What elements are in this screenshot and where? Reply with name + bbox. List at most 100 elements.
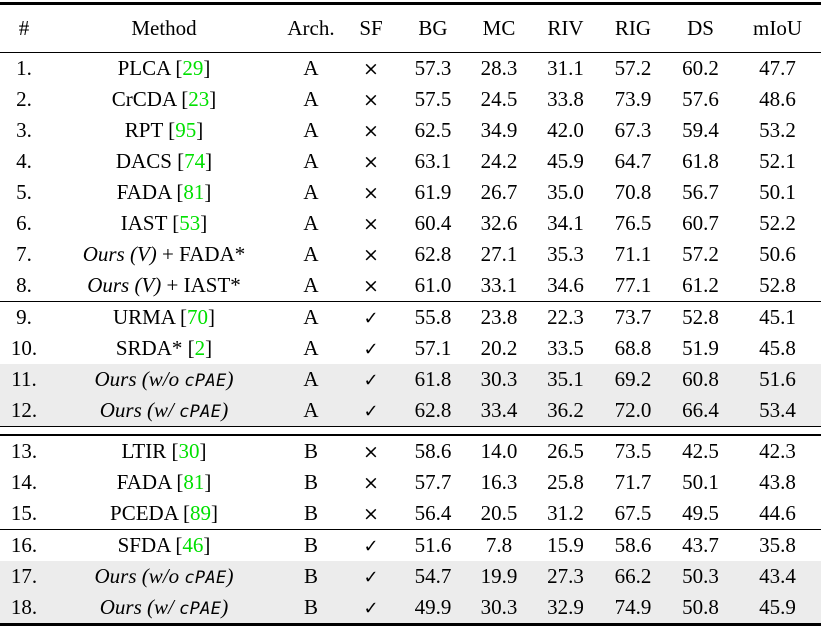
cell-arch: B	[303, 470, 318, 494]
cell-miou: 48.6	[759, 87, 796, 111]
cell-mc: 7.8	[466, 529, 532, 561]
table-body: 1. PLCA [29] A × 57.3 28.3 31.1 57.2 60.2 47.7 2. C…	[0, 53, 821, 625]
cell-row-number: 11.	[11, 367, 37, 391]
cell-ds: 51.9	[682, 336, 719, 360]
citation-link[interactable]: 81	[183, 180, 205, 204]
checkmark-icon: ✓	[363, 567, 379, 588]
citation-link[interactable]: 29	[182, 56, 204, 80]
cell-method: PLCA [29]	[48, 53, 280, 85]
cell-bg: 57.3	[414, 56, 452, 80]
cell-arch: A	[303, 273, 319, 297]
cell-method: FADA [81]	[48, 467, 280, 498]
cell-mc: 14.0	[480, 439, 518, 463]
cell-rig: 69.2	[614, 367, 652, 391]
cell-source-free: ×	[342, 177, 400, 208]
col-header-ds: DS	[667, 3, 734, 53]
cell-method: Ours (V) + FADA*	[48, 239, 280, 270]
cell-rig: 68.8	[614, 336, 652, 360]
col-header-bg: BG	[400, 3, 466, 53]
cell-method: SRDA* [2]	[48, 333, 280, 364]
cell-source-free: ✓	[342, 395, 400, 427]
citation-link[interactable]: 23	[188, 87, 210, 111]
cell-row-number: 13.	[10, 439, 38, 463]
cell-arch: A	[303, 398, 319, 422]
cross-icon: ×	[363, 472, 379, 494]
cell-mc: 24.2	[480, 149, 518, 173]
cell-miou: 44.6	[759, 501, 796, 525]
cell-mc: 24.5	[480, 87, 518, 111]
cell-rig: 77.1	[614, 273, 652, 297]
cell-arch: A	[303, 87, 319, 111]
cell-arch: B	[303, 595, 318, 619]
table-row: 8. Ours (V) + IAST* A × 61.0 33.1 34.6 77.1 61.2…	[0, 270, 821, 302]
col-header-rig: RIG	[599, 3, 667, 53]
cell-method: Ours (w/ cPAE)	[48, 395, 280, 427]
method-text: ]	[196, 118, 204, 142]
citation-link[interactable]: 2	[194, 336, 206, 360]
cell-rig: 73.7	[599, 301, 667, 333]
method-text: ]	[205, 149, 213, 173]
cell-bg: 62.5	[414, 118, 452, 142]
cross-icon: ×	[363, 213, 379, 235]
table-header: # Method Arch. SF BG MC RIV RIG DS mIoU	[0, 3, 821, 53]
cell-riv: 34.6	[547, 273, 584, 297]
cell-row-number: 3.	[16, 118, 32, 142]
cell-miou: 43.4	[759, 564, 796, 588]
method-text: )	[226, 564, 234, 588]
results-table: # Method Arch. SF BG MC RIV RIG DS mIoU …	[0, 2, 821, 626]
citation-link[interactable]: 53	[179, 211, 201, 235]
cell-riv: 27.3	[547, 564, 584, 588]
citation-link[interactable]: 81	[183, 470, 205, 494]
cell-rig: 71.1	[614, 242, 652, 266]
cell-arch: A	[303, 242, 319, 266]
col-header-riv: RIV	[532, 3, 599, 53]
cell-bg: 56.4	[414, 501, 452, 525]
cell-method: URMA [70]	[48, 301, 280, 333]
cell-ds: 43.7	[667, 529, 734, 561]
citation-link[interactable]: 70	[187, 305, 209, 329]
citation-link[interactable]: 89	[189, 501, 211, 525]
method-text: FADA [	[116, 470, 184, 494]
col-header-miou: mIoU	[734, 3, 821, 53]
method-text: ]	[204, 180, 212, 204]
cell-arch: A	[303, 211, 319, 235]
cell-riv: 33.5	[547, 336, 584, 360]
cell-arch: A	[303, 367, 319, 391]
citation-link[interactable]: 46	[182, 533, 204, 557]
cell-row-number: 7.	[16, 242, 32, 266]
cell-source-free: ✓	[342, 561, 400, 592]
col-header-method: Method	[48, 3, 280, 53]
citation-link[interactable]: 95	[175, 118, 197, 142]
cell-ds: 57.2	[682, 242, 719, 266]
cell-ds: 61.8	[682, 149, 719, 173]
cell-bg: 57.5	[414, 87, 452, 111]
cell-source-free: ×	[342, 115, 400, 146]
cell-ds: 52.8	[667, 301, 734, 333]
cell-row-number: 12.	[10, 398, 38, 422]
checkmark-icon: ✓	[363, 598, 379, 619]
cell-method: PCEDA [89]	[48, 498, 280, 530]
cell-source-free: ×	[342, 239, 400, 270]
cell-rig: 74.9	[614, 595, 652, 619]
cell-source-free: ×	[342, 467, 400, 498]
cell-miou: 51.6	[759, 367, 796, 391]
cell-rig: 72.0	[614, 398, 652, 422]
method-text: PCEDA [	[110, 501, 190, 525]
method-text: ]	[210, 501, 218, 525]
citation-link[interactable]: 30	[178, 439, 200, 463]
cell-bg: 60.4	[414, 211, 452, 235]
method-text: RPT [	[124, 118, 176, 142]
citation-link[interactable]: 74	[184, 149, 206, 173]
cell-miou: 50.6	[759, 242, 796, 266]
cell-method: FADA [81]	[48, 177, 280, 208]
cell-method: DACS [74]	[48, 146, 280, 177]
method-text: Ours (w/o	[94, 367, 185, 391]
cell-source-free: ×	[342, 146, 400, 177]
cell-ds: 42.5	[682, 439, 719, 463]
method-text: Ours (w/	[99, 398, 180, 422]
checkmark-icon: ✓	[363, 401, 379, 422]
cell-mc: 20.5	[480, 501, 518, 525]
cell-row-number: 1.	[16, 56, 32, 80]
method-text: Ours (w/	[99, 595, 180, 619]
cell-method: LTIR [30]	[48, 435, 280, 467]
